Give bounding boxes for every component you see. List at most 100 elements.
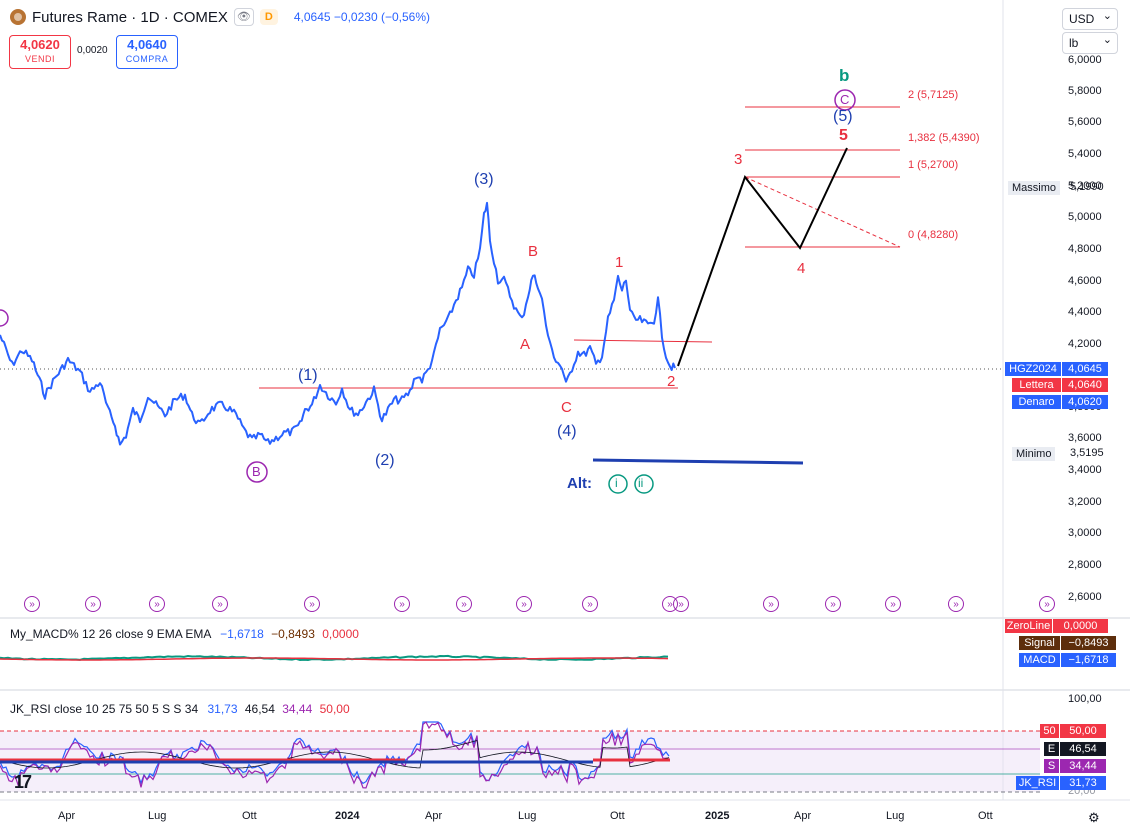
time-axis-label: Ott (242, 810, 257, 822)
event-arrow-icon[interactable]: » (24, 596, 40, 612)
rsi-title[interactable]: JK_RSI close 10 25 75 50 5 S S 34 31,73 … (10, 702, 350, 716)
price-axis-label: 6,0000 (1068, 54, 1102, 66)
rsi-e-value: 46,54 (1060, 742, 1106, 756)
event-arrow-icon[interactable]: » (885, 596, 901, 612)
sell-label: VENDI (24, 54, 55, 64)
event-arrow-icon[interactable]: » (212, 596, 228, 612)
lettera-value: 4,0640 (1062, 378, 1108, 392)
buy-button[interactable]: 4,0640 COMPRA (116, 35, 178, 69)
wave-2-label[interactable]: (2) (375, 452, 395, 469)
chart-title[interactable]: Futures Rame · 1D · COMEX (32, 8, 228, 26)
price-axis-label: 5,0000 (1068, 211, 1102, 223)
price-axis-label: 4,2000 (1068, 338, 1102, 350)
wave-b-red-label[interactable]: B (528, 243, 539, 260)
sell-price: 4,0620 (20, 37, 60, 52)
fib-2-label: 2 (5,7125) (908, 89, 959, 101)
alt-label[interactable]: Alt: (567, 475, 592, 492)
event-arrow-icon[interactable]: » (394, 596, 410, 612)
price-axis-label: 3,4000 (1068, 464, 1102, 476)
time-axis-label: 2024 (335, 810, 360, 822)
tradingview-logo-icon: 17 (14, 772, 32, 792)
ohlc-values: 4,0645 −0,0230 (−0,56%) (293, 10, 430, 24)
wave-r3-label[interactable]: 3 (734, 151, 743, 168)
rsi-s-value: 34,44 (1060, 759, 1106, 773)
eye-icon[interactable]: 👁 (233, 8, 254, 26)
buy-label: COMPRA (125, 54, 169, 64)
price-axis-label: 2,8000 (1068, 559, 1102, 571)
rsi-s-tag: S (1044, 759, 1059, 773)
event-arrow-icon[interactable]: » (304, 596, 320, 612)
macd-title[interactable]: My_MACD% 12 26 close 9 EMA EMA −1,6718 −… (10, 627, 359, 641)
wave-4-label[interactable]: (4) (557, 423, 577, 440)
macd-tag: MACD (1019, 653, 1060, 667)
event-arrow-icon[interactable]: » (149, 596, 165, 612)
rsi-e-line (0, 740, 670, 769)
settings-gear-icon[interactable]: ⚙ (1088, 810, 1100, 825)
wave-1-label[interactable]: (1) (298, 367, 318, 384)
wave-circle-c-label[interactable]: C (840, 92, 850, 107)
time-axis-label: Ott (978, 810, 993, 822)
macd-value: −1,6718 (1061, 653, 1116, 667)
spread-value: 0,0020 (77, 45, 108, 56)
rsi-jk-value: 31,73 (1060, 776, 1106, 790)
wave-b-label[interactable]: b (839, 66, 850, 85)
event-arrow-icon[interactable]: » (456, 596, 472, 612)
minimo-value: 3,5195 (1070, 447, 1104, 459)
denaro-tag: Denaro (1012, 395, 1061, 409)
currency-select[interactable]: USD (1062, 6, 1118, 30)
sell-button[interactable]: 4,0620 VENDI (9, 35, 71, 69)
event-arrow-icon[interactable]: » (85, 596, 101, 612)
alt-wave-i-label[interactable]: i (615, 476, 618, 490)
chart-header: Futures Rame · 1D · COMEX 👁 D 4,0645 −0,… (10, 8, 430, 26)
price-line (0, 201, 676, 446)
unit-select[interactable]: lb (1062, 30, 1118, 54)
delayed-badge[interactable]: D (259, 9, 278, 25)
macd-signal-line (0, 657, 669, 661)
massimo-tag: Massimo (1008, 181, 1061, 195)
time-axis-label: Lug (886, 810, 905, 822)
price-axis-label: 3,0000 (1068, 527, 1102, 539)
price-axis-label: 2,6000 (1068, 591, 1102, 603)
wave-5-label[interactable]: (5) (833, 108, 853, 125)
event-arrow-icon[interactable]: » (763, 596, 779, 612)
fib-0-label: 0 (4,8280) (908, 229, 959, 241)
macd-zeroline-tag: ZeroLine (1005, 619, 1052, 633)
price-axis-label: 4,8000 (1068, 243, 1102, 255)
fib-levels[interactable] (745, 106, 900, 248)
time-axis-label: Apr (58, 810, 76, 822)
time-axis-label: Lug (518, 810, 537, 822)
rsi-jk-tag: JK_RSI (1016, 776, 1059, 790)
price-axis-label: 5,8000 (1068, 85, 1102, 97)
price-axis-label: 4,6000 (1068, 275, 1102, 287)
wave-c-label[interactable]: C (561, 399, 572, 416)
wave-circle-b-label[interactable]: B (252, 464, 261, 479)
event-arrow-icon[interactable]: » (1039, 596, 1055, 612)
event-arrow-icon[interactable]: » (825, 596, 841, 612)
fib-dashed-trend[interactable] (744, 176, 901, 248)
alt-wave-ii-label[interactable]: ii (638, 476, 644, 490)
wave-r4-label[interactable]: 4 (797, 260, 806, 277)
wave-r5-label[interactable]: 5 (839, 127, 848, 144)
event-arrow-icon[interactable]: » (516, 596, 532, 612)
wave-r1-label[interactable]: 1 (615, 254, 624, 271)
wave-a-label[interactable]: A (520, 336, 531, 353)
event-arrow-icon[interactable]: » (948, 596, 964, 612)
price-axis-label: 4,4000 (1068, 306, 1102, 318)
minimo-tag: Minimo (1012, 447, 1056, 461)
massimo-value: 5,1990 (1070, 181, 1104, 193)
macd-zeroline-value: 0,0000 (1053, 619, 1108, 633)
time-axis-label: Lug (148, 810, 167, 822)
price-axis-label: 3,2000 (1068, 496, 1102, 508)
wave-r2-label[interactable]: 2 (667, 373, 676, 390)
wave-3-label[interactable]: (3) (474, 171, 494, 188)
symbol-value: 4,0645 (1062, 362, 1108, 376)
rsi-line (0, 721, 670, 785)
projection-path[interactable] (677, 147, 848, 367)
event-arrow-icon[interactable]: » (582, 596, 598, 612)
time-axis-label: Ott (610, 810, 625, 822)
macd-signal-value: −0,8493 (1061, 636, 1116, 650)
alt-blue-line[interactable] (592, 458, 804, 465)
event-arrow-icon[interactable]: » (673, 596, 689, 612)
short-resistance-line[interactable] (573, 339, 713, 343)
